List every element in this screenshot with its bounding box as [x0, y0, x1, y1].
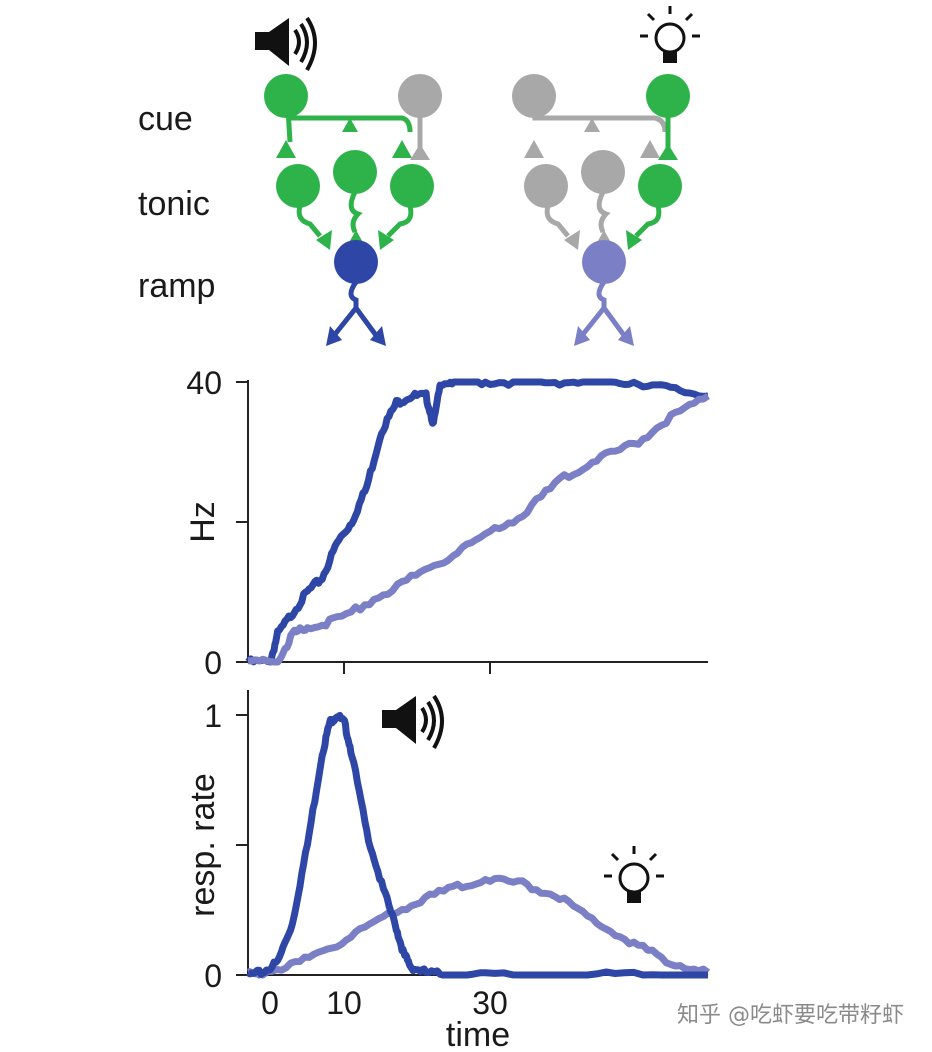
cue-neuron-active — [264, 74, 308, 118]
ramp-neuron-visual — [582, 240, 626, 284]
chart-response-rate: 1 0 resp. rate 0 10 30 time — [184, 690, 711, 1052]
chart-hz: 40 0 Hz — [184, 365, 710, 681]
x-tick-label: 0 — [261, 985, 279, 1021]
series-line-auditory — [246, 711, 708, 979]
x-tick-label: 10 — [326, 985, 362, 1021]
cue-neuron-inactive — [398, 74, 442, 118]
y-axis-label: resp. rate — [184, 773, 222, 917]
tonic-neuron — [581, 150, 625, 194]
cue-neuron-active — [646, 74, 690, 118]
y-tick-label-bottom: 0 — [204, 958, 222, 994]
row-label-cue: cue — [138, 100, 193, 138]
row-label-ramp: ramp — [138, 267, 215, 305]
y-tick-label-top: 40 — [186, 365, 222, 401]
network-visual — [512, 6, 700, 346]
cue-neuron-inactive — [512, 74, 556, 118]
tonic-neuron — [390, 164, 434, 208]
speaker-icon — [382, 694, 444, 749]
y-tick-label-top: 1 — [204, 698, 222, 734]
lightbulb-icon — [604, 846, 664, 903]
series-line-auditory — [245, 378, 709, 666]
x-tick-label: 30 — [472, 985, 508, 1021]
series-line-visual — [246, 874, 711, 979]
tonic-neuron — [524, 164, 568, 208]
network-auditory — [255, 16, 442, 346]
series-line-visual — [247, 393, 710, 666]
y-axis-label: Hz — [184, 501, 222, 543]
ramp-neuron-auditory — [334, 240, 378, 284]
row-label-tonic: tonic — [138, 185, 210, 223]
watermark: 知乎 @吃虾要吃带籽虾 — [677, 1003, 904, 1028]
lightbulb-icon — [640, 6, 700, 63]
tonic-neuron — [333, 150, 377, 194]
y-tick-label-bottom: 0 — [204, 645, 222, 681]
tonic-neuron — [276, 164, 320, 208]
x-axis-label: time — [446, 1016, 510, 1052]
tonic-neuron — [638, 164, 682, 208]
speaker-icon — [255, 16, 317, 71]
